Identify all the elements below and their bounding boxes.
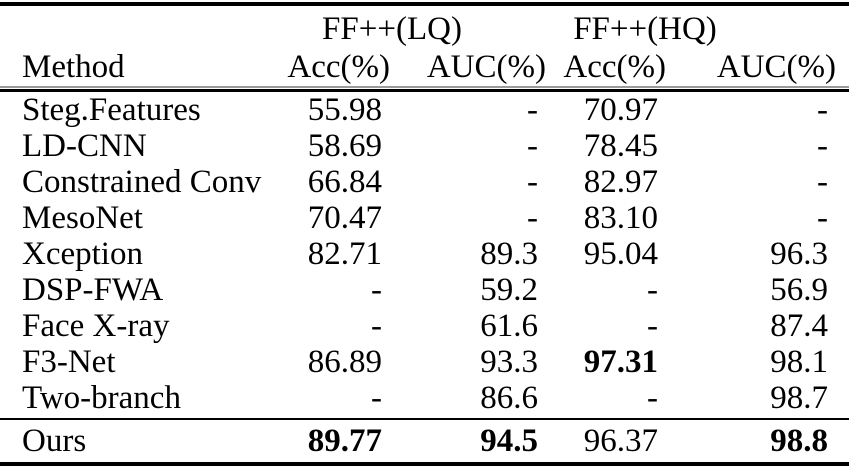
table-row: Constrained Conv 66.84 - 82.97 - (0, 164, 849, 200)
method-name-cell: Face X-ray (22, 308, 170, 344)
lq-acc-cell: 82.71 (307, 236, 382, 272)
table-row: Two-branch - 86.6 - 98.7 (0, 380, 849, 416)
table-row: LD-CNN 58.69 - 78.45 - (0, 128, 849, 164)
lq-acc-cell: - (371, 272, 382, 308)
method-name-cell: MesoNet (22, 200, 143, 236)
method-name-cell: DSP-FWA (22, 272, 164, 308)
header-rule-light (0, 86, 849, 88)
method-name-cell: Ours (22, 423, 87, 459)
hq-acc-cell: 97.31 (583, 344, 658, 380)
table-row: Xception 82.71 89.3 95.04 96.3 (0, 236, 849, 272)
hq-auc-cell: - (817, 128, 828, 164)
group-header-row: FF++(LQ) FF++(HQ) (0, 6, 849, 48)
column-header-row: Method Acc(%) AUC(%) Acc(%) AUC(%) (0, 48, 849, 86)
hq-acc-cell: 96.37 (583, 423, 658, 459)
group-header-ff-hq: FF++(HQ) (573, 11, 717, 47)
lq-auc-cell: - (527, 92, 538, 128)
table-row: Steg.Features 55.98 - 70.97 - (0, 92, 849, 128)
method-name-cell: F3-Net (22, 344, 116, 380)
lq-auc-cell: 94.5 (480, 423, 538, 459)
hq-acc-cell: 95.04 (583, 236, 658, 272)
group-header-ff-lq: FF++(LQ) (322, 11, 462, 47)
lq-auc-cell: 93.3 (480, 344, 538, 380)
top-rule (0, 2, 849, 6)
hq-auc-cell: 98.8 (770, 423, 828, 459)
table-row: F3-Net 86.89 93.3 97.31 98.1 (0, 344, 849, 380)
hq-auc-cell: 98.7 (770, 380, 828, 416)
lq-acc-cell: - (371, 308, 382, 344)
lq-auc-cell: 61.6 (480, 308, 538, 344)
hq-acc-cell: - (647, 272, 658, 308)
method-name-cell: Two-branch (22, 380, 181, 416)
lq-acc-cell: 66.84 (307, 164, 382, 200)
group-header-spacer (0, 6, 262, 52)
lq-auc-cell: 89.3 (480, 236, 538, 272)
table-row: Face X-ray - 61.6 - 87.4 (0, 308, 849, 344)
column-header-hq-auc: AUC(%) (716, 49, 836, 85)
lq-acc-cell: 58.69 (307, 128, 382, 164)
table-row: MesoNet 70.47 - 83.10 - (0, 200, 849, 236)
column-header-lq-auc: AUC(%) (426, 49, 546, 85)
hq-acc-cell: 82.97 (583, 164, 658, 200)
lq-acc-cell: 86.89 (307, 344, 382, 380)
lq-acc-cell: - (371, 380, 382, 416)
header-rule-dark (0, 89, 849, 92)
hq-acc-cell: 70.97 (583, 92, 658, 128)
hq-acc-cell: - (647, 380, 658, 416)
hq-acc-cell: 78.45 (583, 128, 658, 164)
column-header-lq-acc: Acc(%) (287, 49, 390, 85)
column-header-hq-acc: Acc(%) (563, 49, 666, 85)
hq-auc-cell: - (817, 92, 828, 128)
hq-acc-cell: 83.10 (583, 200, 658, 236)
ours-row: Ours 89.77 94.5 96.37 98.8 (0, 420, 849, 462)
method-name-cell: Steg.Features (22, 92, 201, 128)
ours-separator-rule (0, 418, 849, 420)
lq-acc-cell: 55.98 (307, 92, 382, 128)
lq-auc-cell: 86.6 (480, 380, 538, 416)
hq-auc-cell: 87.4 (770, 308, 828, 344)
bottom-rule (0, 462, 849, 466)
hq-acc-cell: - (647, 308, 658, 344)
method-name-cell: Xception (22, 236, 143, 272)
lq-auc-cell: - (527, 200, 538, 236)
hq-auc-cell: - (817, 200, 828, 236)
hq-auc-cell: 96.3 (770, 236, 828, 272)
column-header-method: Method (22, 49, 125, 85)
hq-auc-cell: - (817, 164, 828, 200)
header-rule-gap (0, 88, 849, 89)
lq-acc-cell: 89.77 (307, 423, 382, 459)
lq-auc-cell: - (527, 128, 538, 164)
lq-acc-cell: 70.47 (307, 200, 382, 236)
lq-auc-cell: 59.2 (480, 272, 538, 308)
table-row: DSP-FWA - 59.2 - 56.9 (0, 272, 849, 308)
lq-auc-cell: - (527, 164, 538, 200)
hq-auc-cell: 56.9 (770, 272, 828, 308)
method-name-cell: Constrained Conv (22, 164, 262, 200)
hq-auc-cell: 98.1 (770, 344, 828, 380)
method-name-cell: LD-CNN (22, 128, 147, 164)
